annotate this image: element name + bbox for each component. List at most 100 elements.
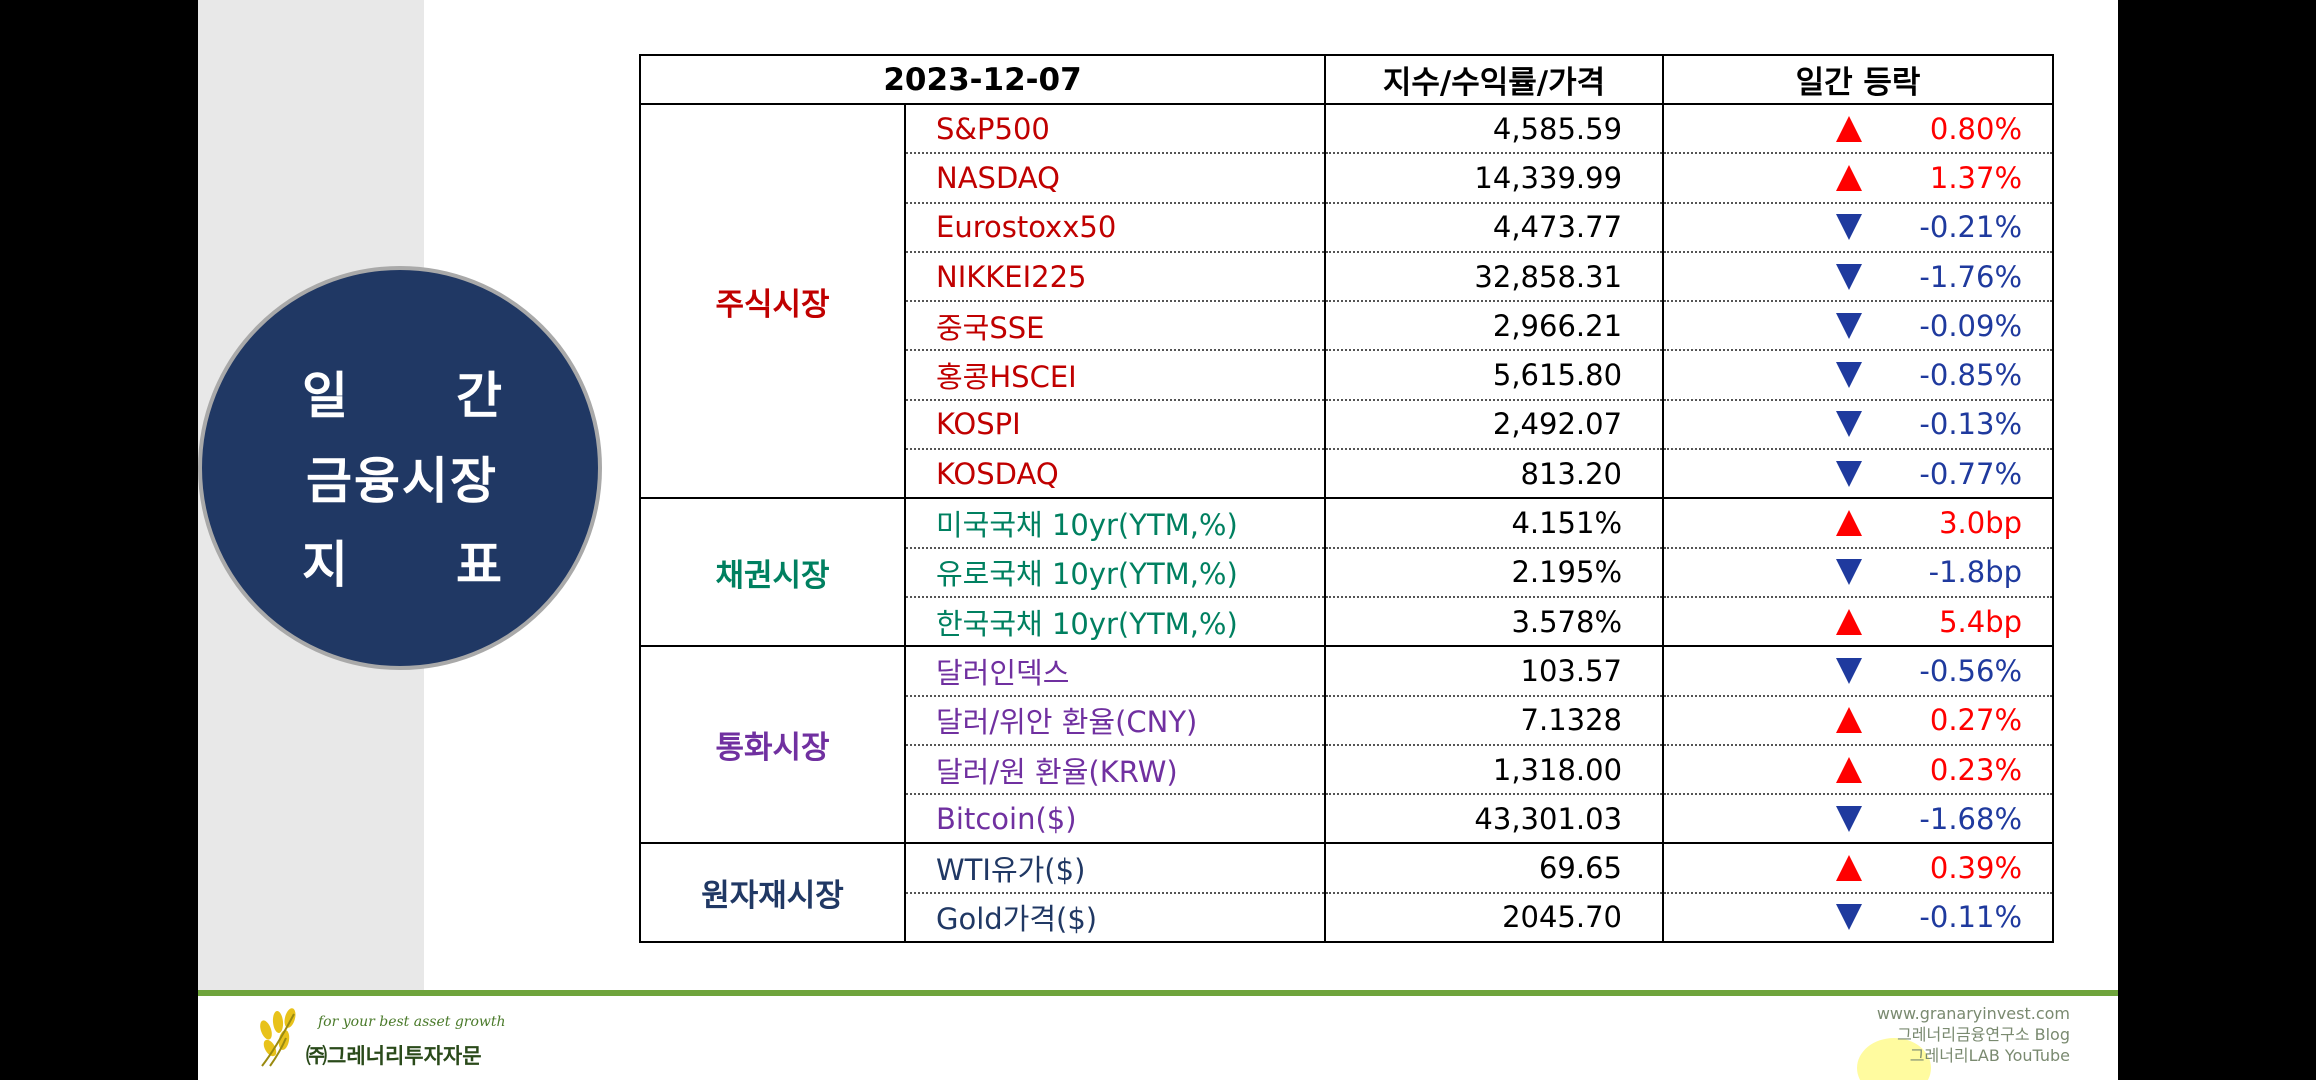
item-name: 달러/위안 환율(CNY) bbox=[903, 695, 1327, 746]
table-row: 달러/원 환율(KRW) 1,318.00 0.23% bbox=[640, 744, 2055, 796]
item-name: Bitcoin($) bbox=[903, 794, 1327, 845]
item-value: 4,585.59 bbox=[1324, 104, 1665, 155]
table-row: 채권시장 미국국채 10yr(YTM,%) 4.151% 3.0bp bbox=[639, 498, 2055, 648]
table-row: KOSDAQ 813.20 -0.77% bbox=[640, 449, 2055, 500]
triangle-down-icon bbox=[1836, 263, 1863, 290]
item-change-cell: -1.68% bbox=[1662, 794, 2055, 845]
title-line-1: 일 간 bbox=[302, 362, 502, 425]
company-logo: for your best asset growth ㈜그레너리투자자문 bbox=[256, 1008, 516, 1068]
item-change-cell: 0.23% bbox=[1662, 744, 2055, 796]
category-cell: 채권시장 bbox=[639, 498, 906, 648]
item-value: 4.151% bbox=[1324, 498, 1665, 549]
triangle-up-icon bbox=[1836, 608, 1863, 635]
item-name: 미국국채 10yr(YTM,%) bbox=[903, 498, 1327, 549]
item-value: 103.57 bbox=[1324, 646, 1665, 697]
table-row: KOSPI 2,492.07 -0.13% bbox=[640, 399, 2055, 451]
title-char: 일 bbox=[302, 367, 348, 425]
header-date: 2023-12-07 bbox=[638, 54, 1327, 105]
item-change: -0.13% bbox=[1919, 407, 2023, 442]
category-cell: 통화시장 bbox=[639, 646, 906, 845]
table-row: Bitcoin($) 43,301.03 -1.68% bbox=[640, 794, 2055, 845]
item-change-cell: -0.11% bbox=[1662, 892, 2055, 944]
item-change-cell: -0.85% bbox=[1662, 350, 2055, 401]
item-change-cell: -0.21% bbox=[1662, 202, 2055, 253]
table-row: 중국SSE 2,966.21 -0.09% bbox=[640, 301, 2055, 352]
table-row: NASDAQ 14,339.99 1.37% bbox=[640, 153, 2055, 204]
table-row: 유로국채 10yr(YTM,%) 2.195% -1.8bp bbox=[640, 547, 2055, 598]
item-change: 0.23% bbox=[1929, 752, 2023, 787]
wheat-logo-icon bbox=[260, 1008, 296, 1067]
triangle-down-icon bbox=[1836, 904, 1863, 931]
cursor-highlight bbox=[1857, 1038, 1931, 1080]
triangle-down-icon bbox=[1836, 214, 1863, 241]
table-header-row: 2023-12-07 지수/수익률/가격 일간 등락 bbox=[638, 54, 2055, 105]
footer-links: www.granaryinvest.com 그레너리금융연구소 Blog 그레너… bbox=[1877, 1003, 2070, 1066]
logo-tagline: for your best asset growth bbox=[318, 1014, 506, 1030]
item-change: -0.21% bbox=[1919, 210, 2023, 245]
title-line-3: 지 표 bbox=[302, 531, 502, 594]
item-value: 69.65 bbox=[1324, 843, 1665, 894]
triangle-down-icon bbox=[1836, 805, 1863, 832]
item-value: 1,318.00 bbox=[1324, 744, 1665, 796]
item-change: -0.56% bbox=[1919, 653, 2023, 688]
slide: 일 간 금융시장 지 표 2023-12-07 지수/수익률/가격 일간 등락 … bbox=[198, 0, 2118, 1080]
item-change-cell: -0.56% bbox=[1662, 646, 2055, 697]
triangle-up-icon bbox=[1836, 115, 1863, 142]
item-change-cell: -0.09% bbox=[1662, 301, 2055, 352]
item-change: 0.27% bbox=[1929, 703, 2023, 738]
title-text: 금융시장 bbox=[306, 452, 498, 510]
table-row: Eurostoxx50 4,473.77 -0.21% bbox=[640, 202, 2055, 253]
item-name: WTI유가($) bbox=[903, 843, 1327, 894]
triangle-down-icon bbox=[1836, 657, 1863, 684]
blog-link[interactable]: 그레너리금융연구소 Blog bbox=[1897, 1025, 2070, 1044]
header-change: 일간 등락 bbox=[1662, 54, 2055, 105]
table-row: NIKKEI225 32,858.31 -1.76% bbox=[640, 251, 2055, 303]
youtube-link[interactable]: 그레너리LAB YouTube bbox=[1909, 1046, 2070, 1065]
logo-company-name: ㈜그레너리투자자문 bbox=[306, 1044, 482, 1068]
item-change: 5.4bp bbox=[1939, 604, 2023, 639]
triangle-up-icon bbox=[1836, 164, 1863, 191]
item-change: -1.76% bbox=[1919, 259, 2023, 294]
item-value: 43,301.03 bbox=[1324, 794, 1665, 845]
item-change: 1.37% bbox=[1929, 160, 2023, 195]
title-char: 간 bbox=[456, 367, 502, 425]
item-change: 0.80% bbox=[1929, 111, 2023, 146]
item-change: -0.09% bbox=[1919, 308, 2023, 343]
title-line-2: 금융시장 bbox=[302, 447, 502, 510]
triangle-down-icon bbox=[1836, 312, 1863, 339]
item-change: -1.68% bbox=[1919, 801, 2023, 836]
item-change-cell: 5.4bp bbox=[1662, 596, 2055, 648]
title-char: 지 bbox=[302, 536, 348, 594]
title-circle: 일 간 금융시장 지 표 bbox=[198, 266, 602, 670]
item-value: 2.195% bbox=[1324, 547, 1665, 598]
item-value: 2,966.21 bbox=[1324, 301, 1665, 352]
table-row: 한국국채 10yr(YTM,%) 3.578% 5.4bp bbox=[640, 596, 2055, 648]
triangle-up-icon bbox=[1836, 510, 1863, 537]
item-value: 813.20 bbox=[1324, 449, 1665, 500]
website-link[interactable]: www.granaryinvest.com bbox=[1876, 1004, 2070, 1023]
item-change-cell: 0.39% bbox=[1662, 843, 2055, 894]
item-value: 2045.70 bbox=[1324, 892, 1665, 944]
title-char: 표 bbox=[456, 536, 502, 594]
item-name: 한국국채 10yr(YTM,%) bbox=[903, 596, 1327, 648]
item-value: 5,615.80 bbox=[1324, 350, 1665, 401]
item-change-cell: 0.80% bbox=[1662, 104, 2055, 155]
item-change-cell: -1.76% bbox=[1662, 251, 2055, 303]
table-row: 달러/위안 환율(CNY) 7.1328 0.27% bbox=[640, 695, 2055, 746]
table-row: Gold가격($) 2045.70 -0.11% bbox=[640, 892, 2055, 944]
triangle-up-icon bbox=[1836, 707, 1863, 734]
item-change: -0.77% bbox=[1919, 456, 2023, 491]
item-value: 7.1328 bbox=[1324, 695, 1665, 746]
item-name: 달러인덱스 bbox=[903, 646, 1327, 697]
header-value: 지수/수익률/가격 bbox=[1324, 54, 1665, 105]
item-name: Gold가격($) bbox=[903, 892, 1327, 944]
item-value: 2,492.07 bbox=[1324, 399, 1665, 451]
item-change: 3.0bp bbox=[1939, 506, 2023, 541]
item-change-cell: 0.27% bbox=[1662, 695, 2055, 746]
triangle-up-icon bbox=[1836, 855, 1863, 882]
item-name: Eurostoxx50 bbox=[903, 202, 1327, 253]
item-value: 4,473.77 bbox=[1324, 202, 1665, 253]
item-change-cell: -0.77% bbox=[1662, 449, 2055, 500]
market-table: 2023-12-07 지수/수익률/가격 일간 등락 주식시장 S&P500 4,5… bbox=[638, 54, 2055, 944]
item-change: 0.39% bbox=[1929, 851, 2023, 886]
